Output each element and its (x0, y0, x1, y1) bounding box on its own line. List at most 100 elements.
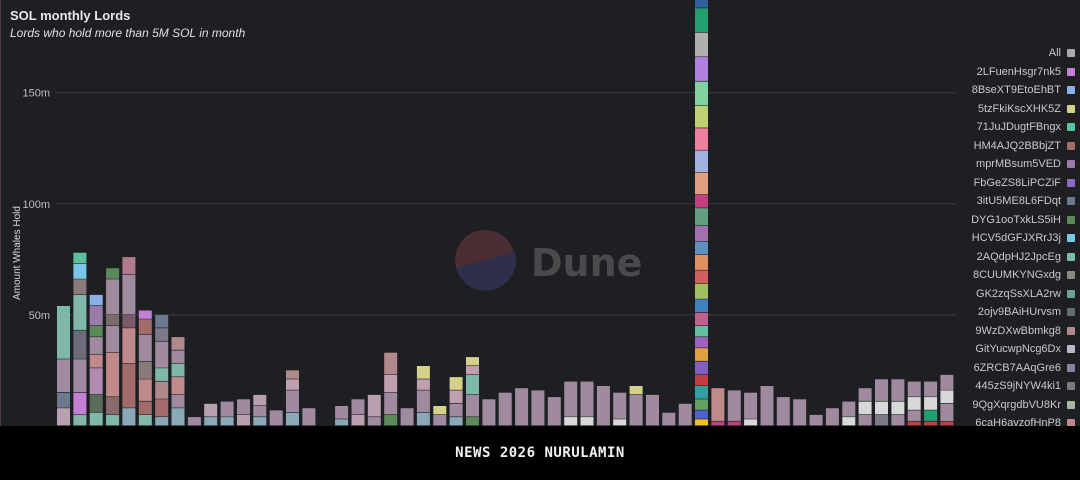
bar-segment[interactable] (204, 403, 218, 417)
bar-segment[interactable] (695, 241, 708, 255)
bar-segment[interactable] (744, 392, 758, 419)
bar-segment[interactable] (842, 417, 856, 426)
bar-segment[interactable] (695, 57, 708, 81)
bar-segment[interactable] (695, 128, 708, 150)
bar-segment[interactable] (89, 354, 103, 368)
bar-segment[interactable] (695, 348, 708, 361)
bar-segment[interactable] (138, 361, 152, 379)
bar-segment[interactable] (449, 403, 463, 417)
bar-segment[interactable] (57, 359, 70, 392)
bar-segment[interactable] (416, 412, 430, 426)
bar-segment[interactable] (842, 401, 856, 417)
bar-segment[interactable] (106, 414, 120, 426)
legend-item[interactable]: 2AQdpHJ2JpcEg (963, 248, 1075, 267)
bar-segment[interactable] (875, 379, 888, 401)
bar-segment[interactable] (269, 410, 283, 426)
bar-segment[interactable] (760, 386, 774, 426)
bar-segment[interactable] (695, 337, 708, 348)
bar-segment[interactable] (351, 399, 365, 415)
bar-segment[interactable] (629, 386, 643, 395)
bar-segment[interactable] (924, 381, 938, 397)
legend-item[interactable]: 8BseXT9EtoEhBT (963, 81, 1075, 100)
bar-segment[interactable] (171, 394, 185, 408)
bar-segment[interactable] (416, 390, 430, 412)
legend-item[interactable]: 71JuJDugtFBngx (963, 118, 1075, 137)
bar-segment[interactable] (122, 363, 136, 408)
bar-segment[interactable] (695, 32, 708, 57)
bar-segment[interactable] (335, 419, 349, 426)
bar-segment[interactable] (809, 414, 823, 426)
bar-segment[interactable] (858, 401, 872, 415)
bar-segment[interactable] (73, 263, 87, 279)
bar-segment[interactable] (384, 414, 398, 426)
bar-segment[interactable] (596, 386, 610, 426)
bar-segment[interactable] (466, 357, 479, 366)
legend-item[interactable]: mprMBsum5VED (963, 155, 1075, 174)
bar-segment[interactable] (727, 421, 741, 426)
bar-segment[interactable] (875, 414, 888, 426)
bar-segment[interactable] (253, 406, 267, 417)
bar-segment[interactable] (695, 172, 708, 195)
bar-segment[interactable] (286, 370, 299, 379)
bar-segment[interactable] (89, 294, 103, 306)
bar-segment[interactable] (695, 254, 708, 270)
bar-segment[interactable] (564, 417, 578, 426)
legend-item[interactable]: HCV5dGFJXRrJ3j (963, 229, 1075, 248)
bar-segment[interactable] (613, 392, 627, 419)
bar-segment[interactable] (515, 388, 529, 426)
bar-segment[interactable] (351, 414, 365, 426)
bar-segment[interactable] (695, 283, 708, 299)
bar-segment[interactable] (138, 310, 152, 319)
bar-segment[interactable] (547, 397, 561, 426)
bar-segment[interactable] (449, 377, 463, 390)
bar-segment[interactable] (744, 419, 758, 426)
legend-item[interactable]: 2LFuenHsgr7nk5 (963, 63, 1075, 82)
bar-segment[interactable] (106, 279, 120, 315)
bar-segment[interactable] (155, 368, 169, 381)
bar-segment[interactable] (695, 270, 708, 284)
bar-segment[interactable] (580, 417, 594, 426)
bar-segment[interactable] (57, 408, 70, 426)
bar-segment[interactable] (335, 406, 349, 419)
bar-segment[interactable] (155, 399, 169, 417)
bar-segment[interactable] (695, 386, 708, 399)
bar-segment[interactable] (646, 394, 659, 426)
bar-segment[interactable] (122, 274, 136, 315)
bar-segment[interactable] (940, 403, 954, 421)
bar-segment[interactable] (384, 392, 398, 415)
bar-segment[interactable] (89, 394, 103, 413)
bar-segment[interactable] (875, 401, 888, 415)
bar-segment[interactable] (106, 397, 120, 415)
bar-segment[interactable] (106, 326, 120, 353)
bar-segment[interactable] (384, 352, 398, 375)
bar-segment[interactable] (204, 417, 218, 426)
legend-item[interactable]: 445zS9jNYW4ki1 (963, 377, 1075, 396)
legend-item[interactable]: DYG1ooTxkLS5iH (963, 211, 1075, 230)
bar-segment[interactable] (57, 392, 70, 408)
bar-segment[interactable] (793, 399, 807, 426)
bar-segment[interactable] (286, 379, 299, 390)
bar-segment[interactable] (891, 379, 905, 401)
legend-item[interactable]: 5tzFkiKscXHK5Z (963, 100, 1075, 119)
bar-segment[interactable] (416, 379, 430, 390)
legend-item[interactable]: 2ojv9BAiHUrvsm (963, 303, 1075, 322)
bar-segment[interactable] (106, 314, 120, 326)
legend-item[interactable]: 6caH6ayzofHnP8 (963, 414, 1075, 426)
bar-segment[interactable] (907, 397, 921, 410)
bar-segment[interactable] (433, 406, 447, 415)
bar-segment[interactable] (924, 410, 938, 421)
legend-item[interactable]: HM4AJQ2BBbjZT (963, 137, 1075, 156)
bar-segment[interactable] (776, 397, 790, 426)
bar-segment[interactable] (89, 368, 103, 395)
bar-segment[interactable] (286, 390, 299, 412)
bar-segment[interactable] (695, 312, 708, 326)
bar-segment[interactable] (695, 226, 708, 241)
bar-segment[interactable] (825, 408, 839, 426)
bar-segment[interactable] (449, 390, 463, 404)
bar-segment[interactable] (580, 381, 594, 417)
bar-segment[interactable] (122, 408, 136, 426)
bar-segment[interactable] (695, 399, 708, 410)
bar-segment[interactable] (384, 374, 398, 393)
bar-segment[interactable] (907, 381, 921, 397)
bar-segment[interactable] (73, 359, 87, 392)
